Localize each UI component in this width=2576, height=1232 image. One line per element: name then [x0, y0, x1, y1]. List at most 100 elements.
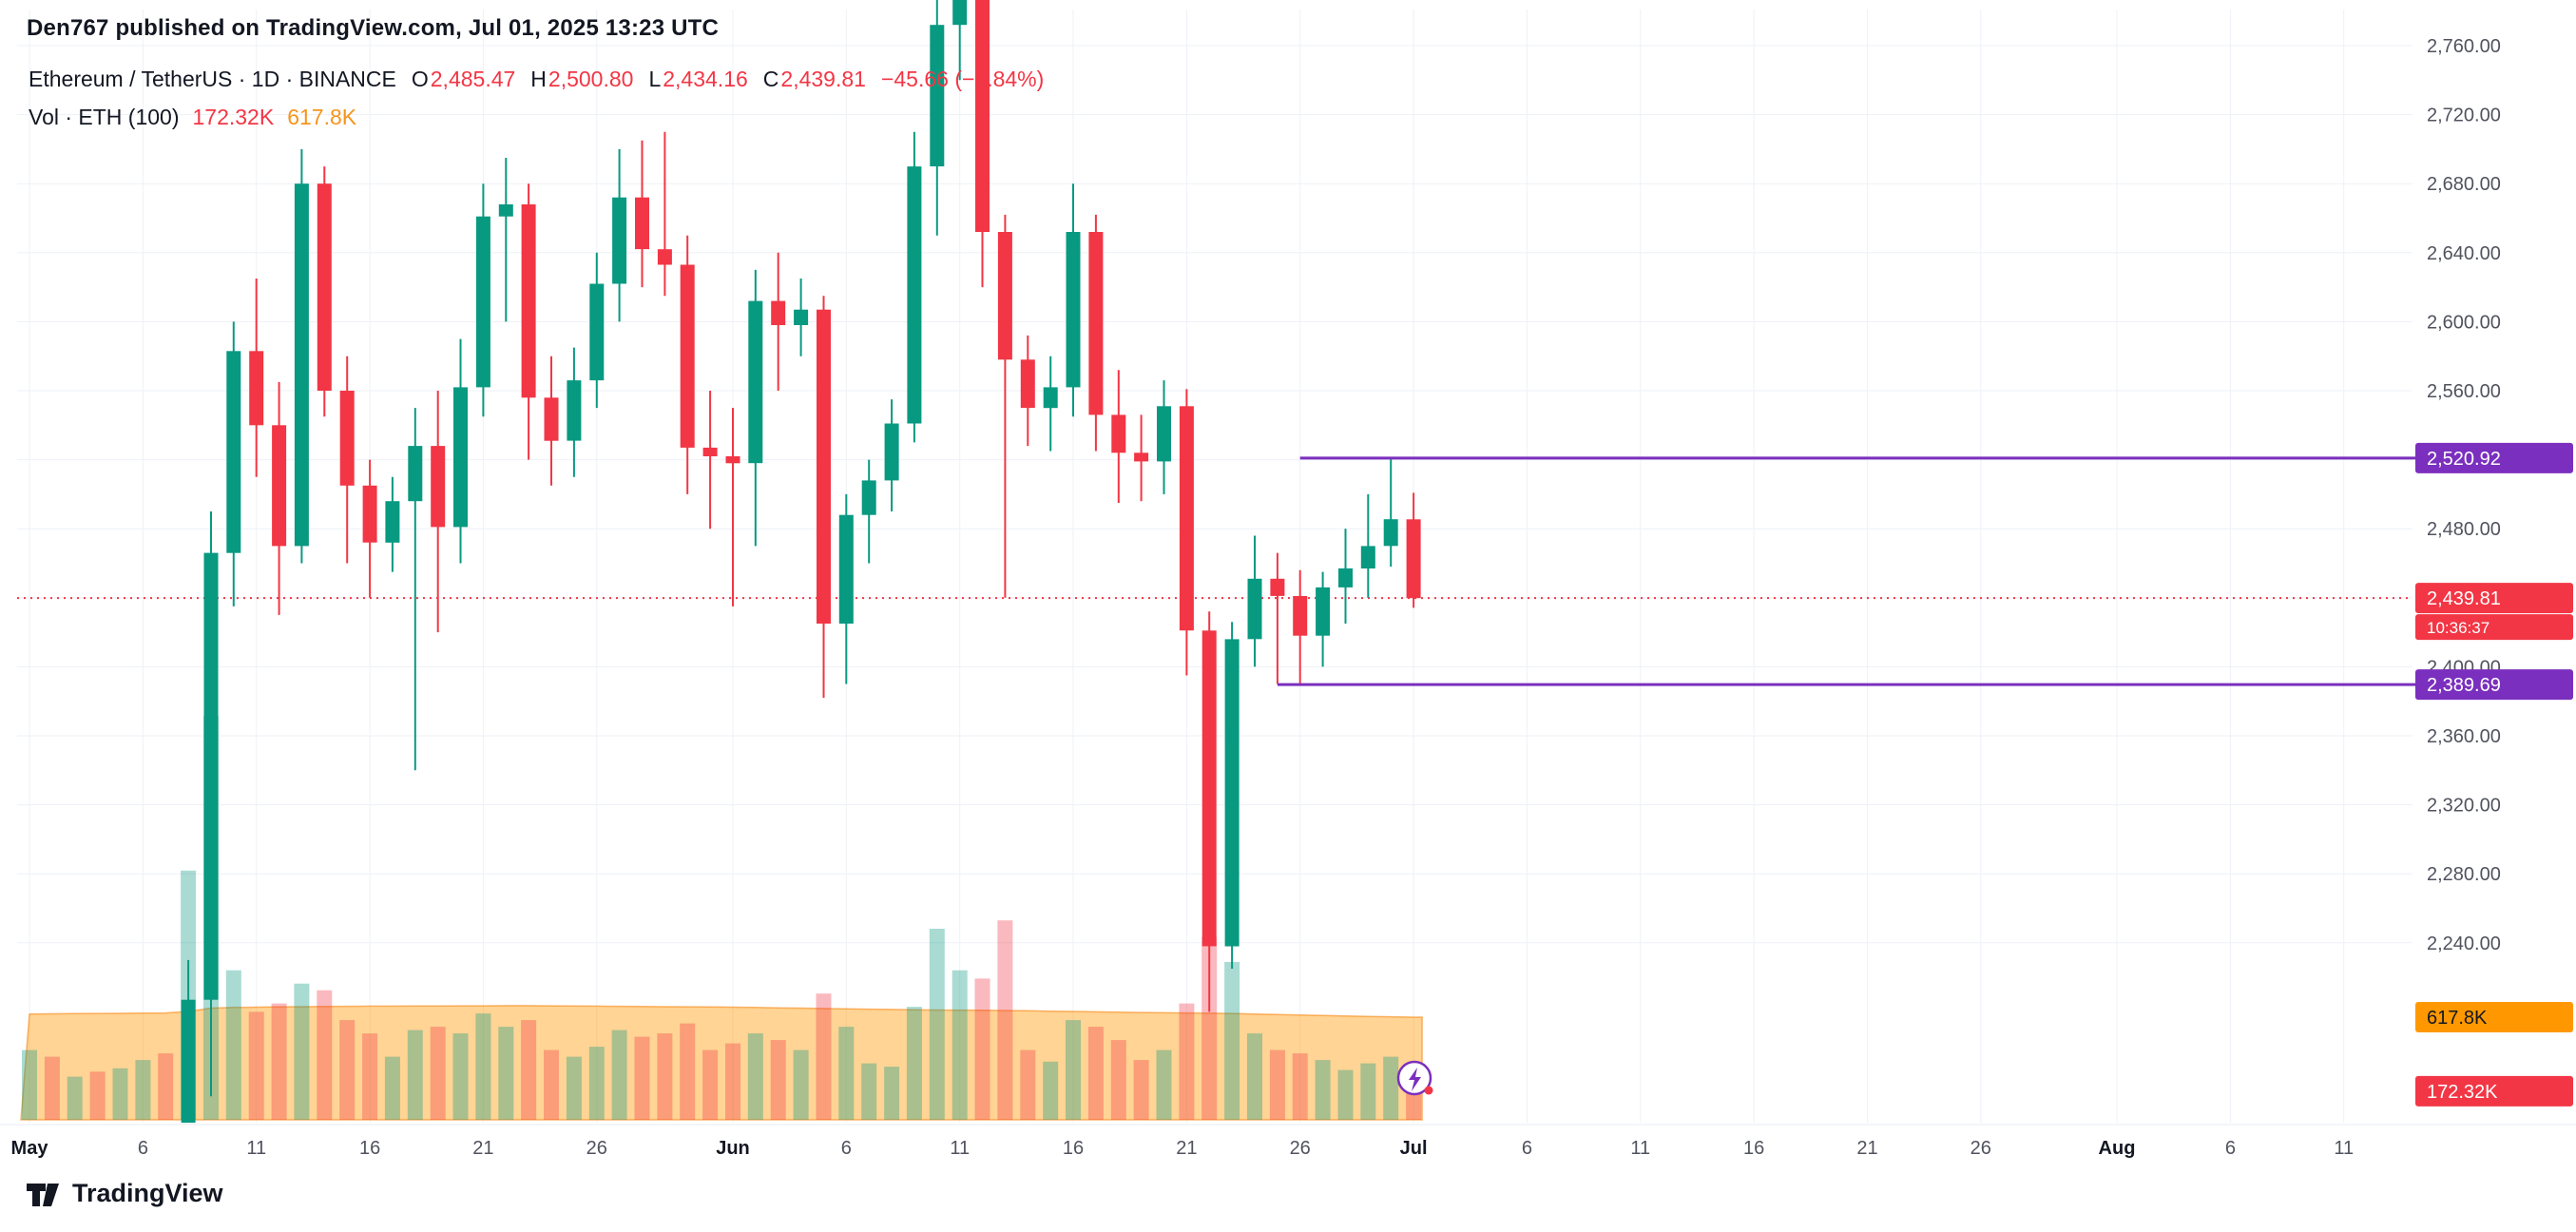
candle: [702, 447, 718, 456]
volume-bar: [430, 1027, 446, 1120]
low-value: 2,434.16: [663, 67, 748, 91]
candle: [1293, 596, 1308, 636]
high-value: 2,500.80: [548, 67, 634, 91]
candle: [544, 397, 559, 441]
price-tick-label: 2,760.00: [2427, 36, 2501, 57]
candle: [431, 446, 446, 528]
volume-bar: [680, 1023, 696, 1120]
refresh-icon[interactable]: [1394, 1057, 1439, 1103]
candle: [1247, 578, 1262, 640]
candle: [817, 309, 831, 624]
volume-bar: [452, 1033, 469, 1120]
candle: [861, 480, 876, 515]
volume-study-title[interactable]: Vol · ETH (100): [29, 105, 180, 129]
symbol-legend: Ethereum / TetherUS · 1D · BINANCE O2,48…: [29, 67, 1044, 92]
candle: [635, 197, 649, 250]
volume-legend: Vol · ETH (100) 172.32K 617.8K: [29, 105, 356, 130]
volume-bar: [362, 1033, 378, 1120]
time-tick-label: 16: [1743, 1138, 1764, 1159]
candle: [952, 0, 968, 26]
candle: [272, 425, 287, 547]
volume-bar: [1020, 1049, 1036, 1120]
volume-ma-area: [20, 1005, 1423, 1121]
price-tick-label: 2,360.00: [2427, 726, 2501, 747]
candle: [226, 351, 241, 553]
time-tick-label: 11: [950, 1138, 970, 1159]
ohlc-change: −45.66 (−1.84%): [880, 67, 1045, 91]
high-label: H: [530, 67, 547, 91]
candle: [997, 232, 1012, 360]
volume-bar: [294, 983, 310, 1120]
volume-bar: [1337, 1069, 1354, 1120]
volume-bar: [22, 1049, 37, 1120]
current-volume-label-box: [2415, 1075, 2573, 1107]
volume-bar: [929, 929, 945, 1120]
volume-bar: [1247, 1033, 1262, 1120]
candle: [1134, 452, 1149, 462]
candle: [838, 514, 854, 624]
volume-bar: [1087, 1027, 1104, 1120]
candle: [1088, 232, 1104, 415]
candle: [408, 446, 423, 502]
candle: [1224, 639, 1240, 947]
time-tick-label: May: [11, 1138, 49, 1159]
price-tick-label: 2,560.00: [2427, 381, 2501, 402]
candle: [385, 501, 400, 543]
price-tick-label: 2,240.00: [2427, 934, 2501, 954]
volume-bar: [838, 1027, 855, 1120]
volume-bar: [498, 1027, 514, 1120]
volume-ma-value: 617.8K: [287, 105, 357, 129]
price-tick-label: 2,280.00: [2427, 864, 2501, 885]
time-tick-label: 6: [841, 1138, 852, 1159]
time-tick-label: 21: [472, 1138, 493, 1159]
volume-bar: [1224, 961, 1240, 1120]
price-tick-label: 2,680.00: [2427, 174, 2501, 195]
ohlc-open: O2,485.47: [412, 67, 515, 92]
volume-bar: [906, 1007, 922, 1120]
tradingview-mark-icon: [27, 1183, 59, 1206]
bar-close-countdown: 10:36:37: [2427, 619, 2489, 637]
publish-header: Den767 published on TradingView.com, Jul…: [27, 15, 720, 41]
countdown-box: [2415, 614, 2573, 641]
volume-bar: [793, 1049, 809, 1120]
time-tick-label: 16: [359, 1138, 380, 1159]
ray-price-label-upper: 2,520.92: [2427, 449, 2501, 470]
symbol-title[interactable]: Ethereum / TetherUS · 1D · BINANCE: [29, 67, 396, 91]
tradingview-logo[interactable]: TradingView: [25, 1179, 223, 1208]
volume-bar: [747, 1033, 763, 1120]
volume-bar: [952, 970, 968, 1120]
volume-bar: [566, 1056, 582, 1120]
ohlc-low: L2,434.16: [648, 67, 747, 92]
candle: [521, 204, 536, 398]
candle: [249, 351, 264, 426]
volume-bar: [1383, 1056, 1399, 1120]
volume-bar: [521, 1020, 537, 1120]
candle: [453, 387, 468, 528]
volume-bar: [884, 1067, 900, 1120]
volume-bar: [634, 1036, 650, 1120]
candle: [1360, 546, 1375, 568]
volume-bar: [588, 1047, 605, 1120]
time-tick-label: 16: [1063, 1138, 1084, 1159]
volume-bar: [248, 1011, 264, 1120]
lightning-glyph: [1409, 1068, 1421, 1091]
time-tick-label: 21: [1176, 1138, 1197, 1159]
candle: [317, 183, 332, 391]
volume-bar: [861, 1063, 877, 1120]
volume-bar: [1179, 1003, 1195, 1120]
volume-bar: [112, 1068, 128, 1120]
current-price-label: 2,439.81: [2427, 588, 2501, 609]
volume-bar: [816, 993, 832, 1120]
candle: [567, 380, 582, 441]
candle: [1020, 359, 1035, 409]
chart-pane[interactable]: [17, 0, 2415, 1232]
ray-price-label-upper-box: [2415, 442, 2573, 473]
candle: [1157, 406, 1171, 462]
volume-ma-label-box: [2415, 1002, 2573, 1032]
volume-bar: [1043, 1061, 1059, 1120]
volume-bar: [135, 1060, 151, 1120]
candle: [930, 25, 945, 167]
time-tick-label: 26: [586, 1138, 607, 1159]
